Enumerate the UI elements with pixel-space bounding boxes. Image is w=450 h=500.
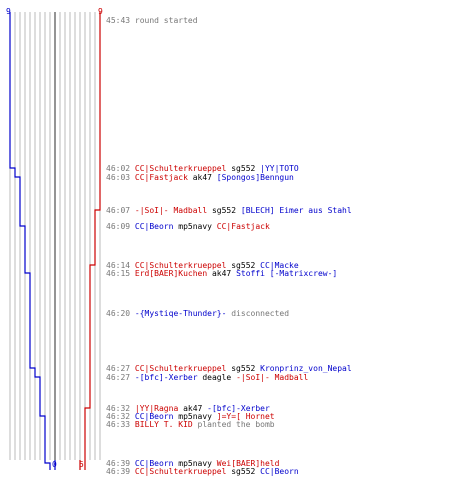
event-row: 46:20 -{Mystiqe-Thunder}- disconnected bbox=[106, 309, 289, 318]
player-name: CC|Beorn bbox=[134, 222, 174, 231]
weapon-name: sg552 bbox=[226, 261, 261, 270]
event-row: 46:39 CC|Schulterkrueppel sg552 CC|Beorn bbox=[106, 467, 299, 476]
right-start-count: 9 bbox=[98, 7, 103, 16]
event-time: 46:07 bbox=[106, 206, 135, 215]
weapon-name: sg552 bbox=[226, 467, 261, 476]
event-text: planted the bomb bbox=[192, 420, 275, 429]
event-text: round started bbox=[134, 16, 198, 25]
player-name: Stoffi [-Matrixcrew-] bbox=[236, 269, 338, 278]
player-name: Kronprinz_von_Nepal bbox=[260, 364, 352, 373]
player-name: -|SoI|- Madball bbox=[236, 373, 309, 382]
player-name: -[bfc]-Xerber bbox=[134, 373, 198, 382]
player-name: [BLECH] Eimer aus Stahl bbox=[240, 206, 352, 215]
player-name: Erd[BAER]Kuchen bbox=[134, 269, 208, 278]
player-name: -|SoI|- Madball bbox=[134, 206, 208, 215]
player-name: CC|Beorn bbox=[260, 467, 299, 476]
event-time: 46:33 bbox=[106, 420, 135, 429]
red-team-line bbox=[79, 12, 101, 470]
player-name: CC|Macke bbox=[260, 261, 299, 270]
player-name: CC|Schulterkrueppel bbox=[134, 164, 227, 173]
weapon-name: mp5navy bbox=[173, 459, 217, 468]
player-name: CC|Schulterkrueppel bbox=[134, 467, 227, 476]
event-time: 46:27 bbox=[106, 373, 135, 382]
event-text: disconnected bbox=[226, 309, 290, 318]
event-row: 46:02 CC|Schulterkrueppel sg552 |YY|TOTO bbox=[106, 164, 299, 173]
event-time: 46:39 bbox=[106, 467, 135, 476]
weapon-name: ak47 bbox=[178, 404, 208, 413]
player-name: -{Mystiqe-Thunder}- bbox=[134, 309, 227, 318]
weapon-name: mp5navy bbox=[173, 412, 217, 421]
left-final-count: 0 bbox=[52, 460, 57, 469]
event-row: 46:27 -[bfc]-Xerber deagle -|SoI|- Madba… bbox=[106, 373, 308, 382]
event-time: 46:09 bbox=[106, 222, 135, 231]
event-time: 46:20 bbox=[106, 309, 135, 318]
weapon-name: ak47 bbox=[187, 173, 217, 182]
weapon-name: deagle bbox=[197, 373, 237, 382]
event-time: 46:32 bbox=[106, 412, 135, 421]
weapon-name: sg552 bbox=[226, 364, 261, 373]
player-name: |YY|TOTO bbox=[260, 164, 299, 173]
event-row: 46:09 CC|Beorn mp5navy CC|Fastjack bbox=[106, 222, 270, 231]
event-time: 46:32 bbox=[106, 404, 135, 413]
event-time: 46:03 bbox=[106, 173, 135, 182]
player-name: CC|Schulterkrueppel bbox=[134, 261, 227, 270]
event-row: 46:39 CC|Beorn mp5navy Wei[BAER]held bbox=[106, 459, 279, 468]
weapon-name: ak47 bbox=[207, 269, 237, 278]
player-name: ]=Y=[ Hornet bbox=[216, 412, 275, 421]
event-row: 46:32 |YY|Ragna ak47 -[bfc]-Xerber bbox=[106, 404, 270, 413]
player-name: -[bfc]-Xerber bbox=[207, 404, 270, 413]
player-name: |YY|Ragna bbox=[134, 404, 179, 413]
event-time: 45:43 bbox=[106, 16, 135, 25]
event-row: 46:07 -|SoI|- Madball sg552 [BLECH] Eime… bbox=[106, 206, 352, 215]
player-name: [Spongos]Benngun bbox=[216, 173, 294, 182]
blue-team-line bbox=[9, 12, 56, 470]
event-time: 46:15 bbox=[106, 269, 135, 278]
event-time: 46:27 bbox=[106, 364, 135, 373]
event-row: 46:27 CC|Schulterkrueppel sg552 Kronprin… bbox=[106, 364, 352, 373]
right-final-count: 5 bbox=[79, 460, 84, 469]
player-name: Wei[BAER]held bbox=[216, 459, 280, 468]
event-time: 46:39 bbox=[106, 459, 135, 468]
event-row: 46:32 CC|Beorn mp5navy ]=Y=[ Hornet bbox=[106, 412, 275, 421]
event-row: 46:03 CC|Fastjack ak47 [Spongos]Benngun bbox=[106, 173, 294, 182]
event-row: 46:14 CC|Schulterkrueppel sg552 CC|Macke bbox=[106, 261, 299, 270]
player-name: CC|Fastjack bbox=[134, 173, 188, 182]
event-row: 45:43 round started bbox=[106, 16, 198, 25]
weapon-name: sg552 bbox=[226, 164, 261, 173]
event-time: 46:14 bbox=[106, 261, 135, 270]
player-name: CC|Fastjack bbox=[216, 222, 270, 231]
weapon-name: mp5navy bbox=[173, 222, 217, 231]
player-name: CC|Beorn bbox=[134, 459, 174, 468]
event-row: 46:15 Erd[BAER]Kuchen ak47 Stoffi [-Matr… bbox=[106, 269, 337, 278]
left-start-count: 9 bbox=[6, 7, 11, 16]
gridlines bbox=[9, 12, 101, 460]
event-time: 46:02 bbox=[106, 164, 135, 173]
weapon-name: sg552 bbox=[207, 206, 241, 215]
player-name: CC|Beorn bbox=[134, 412, 174, 421]
event-row: 46:33 BILLY T. KID planted the bomb bbox=[106, 420, 275, 429]
player-name: CC|Schulterkrueppel bbox=[134, 364, 227, 373]
team-count-chart bbox=[9, 12, 101, 470]
player-name: BILLY T. KID bbox=[134, 420, 193, 429]
